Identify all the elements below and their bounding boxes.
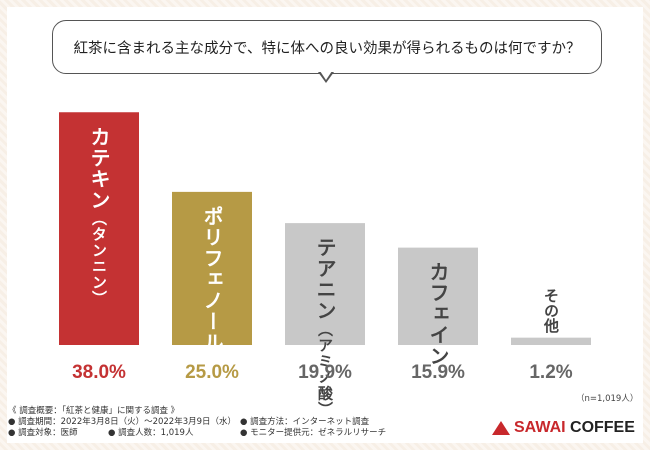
bar-0 <box>59 112 139 345</box>
question-text: 紅茶に含まれる主な成分で、特に体への良い効果が得られるものは何ですか？ <box>73 40 581 57</box>
footer-target: ● 調査対象：医師 <box>8 428 78 438</box>
footer-provider: ● モニター提供元：ゼネラルリサーチ <box>240 428 387 438</box>
bar-label-4: その他 <box>542 288 560 334</box>
sample-size-note: （n=1,019人） <box>576 394 639 404</box>
logo-text-sawai: SAWAI <box>514 419 566 436</box>
bar-label-3: カフェイン <box>426 262 450 367</box>
value-label-4: 1.2% <box>529 362 572 383</box>
logo-triangle-icon <box>492 421 510 435</box>
sawai-coffee-logo: SAWAI COFFEE <box>492 419 635 437</box>
footer-method: ● 調査方法：インターネット調査 <box>240 417 370 427</box>
footer-period: ● 調査期間：2022年3月8日（火）～2022年3月9日（水） <box>8 417 237 427</box>
bar-3 <box>398 247 478 345</box>
footer-count: ● 調査人数：1,019人 <box>108 428 194 438</box>
bar-label-2: テアニン（アミノ酸） <box>313 237 337 417</box>
value-label-3: 15.9% <box>411 362 465 383</box>
logo-text-coffee: COFFEE <box>565 419 635 436</box>
footer-heading: 《 調査概要：「紅茶と健康」に関する調査 》 <box>8 406 180 416</box>
bar-4 <box>511 337 591 345</box>
bubble-tail-fill <box>320 71 332 80</box>
bar-label-0: カテキン（タンニン） <box>87 126 111 306</box>
value-label-1: 25.0% <box>185 362 239 383</box>
value-label-2: 19.9% <box>298 362 352 383</box>
bar-2 <box>285 223 365 345</box>
bar-1 <box>172 191 252 345</box>
value-label-0: 38.0% <box>72 362 126 383</box>
bar-label-1: ポリフェノール <box>200 204 224 352</box>
